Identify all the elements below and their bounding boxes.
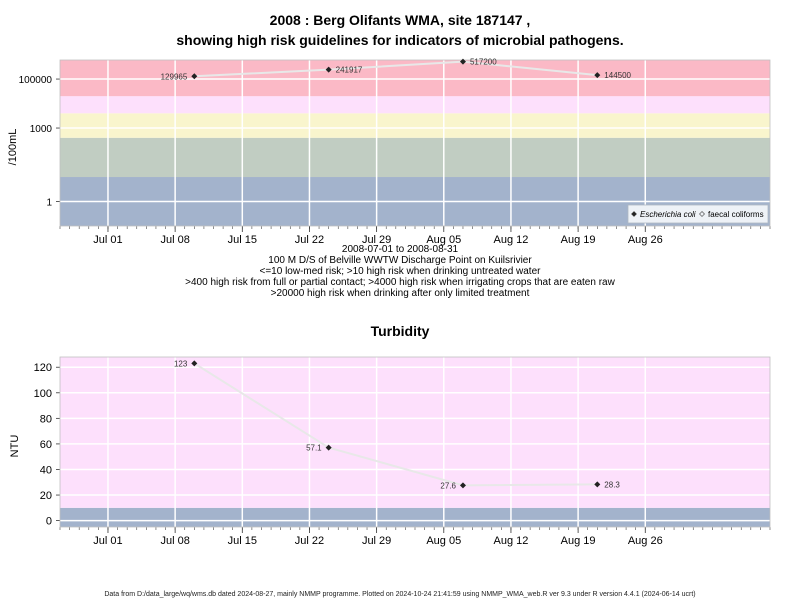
data-label: 241917 (336, 66, 363, 75)
chart-subtitle-0: showing high risk guidelines for indicat… (176, 32, 623, 48)
y-axis-label-1: NTU (9, 435, 21, 458)
x-tick-label: Aug 05 (426, 535, 461, 547)
data-point (459, 58, 466, 65)
risk-band-0-2 (60, 113, 770, 138)
y-axis-label-0: /100mL (7, 129, 19, 166)
risk-band-0-4 (60, 60, 770, 97)
x-tick-label: Jul 15 (228, 535, 257, 547)
plot-frame-1 (59, 356, 771, 528)
legend-entry: Escherichia coli (640, 210, 696, 219)
risk-band-1-0 (60, 507, 770, 527)
data-point (191, 360, 198, 367)
y-tick-label: 20 (40, 490, 52, 502)
x-tick-label: Jul 22 (295, 234, 324, 246)
y-tick-label: 80 (40, 413, 52, 425)
data-label: 144500 (604, 71, 631, 80)
y-tick-label: 40 (40, 464, 52, 476)
data-point (325, 66, 332, 73)
series-line-0-0 (194, 60, 598, 78)
caption-line: <=10 low-med risk; >10 high risk when dr… (260, 266, 542, 277)
legend-entry: faecal coliforms (708, 210, 764, 219)
data-point (325, 444, 332, 451)
x-tick-label: Aug 26 (628, 234, 663, 246)
data-point (459, 482, 466, 489)
x-tick-label: Aug 12 (494, 234, 529, 246)
data-label: 517200 (470, 58, 497, 67)
y-tick-label: 100000 (19, 75, 53, 86)
y-tick-label: 1 (46, 198, 52, 209)
risk-band-1-1 (60, 357, 770, 508)
x-tick-label: Jul 15 (228, 234, 257, 246)
risk-band-0-3 (60, 96, 770, 114)
x-tick-label: Jul 29 (362, 535, 391, 547)
caption-line: 2008-07-01 to 2008-08-31 (342, 244, 459, 255)
x-tick-label: Jul 01 (93, 234, 122, 246)
y-tick-label: 0 (46, 516, 52, 528)
chart-title-1: Turbidity (371, 323, 430, 339)
data-label: 129965 (161, 72, 188, 81)
caption-line: >400 high risk from full or partial cont… (185, 277, 615, 288)
x-tick-label: Aug 26 (628, 535, 663, 547)
data-point (594, 481, 601, 488)
x-tick-label: Jul 08 (160, 535, 189, 547)
legend-marker (699, 211, 705, 217)
x-tick-label: Aug 05 (426, 234, 461, 246)
plot-frame-0 (59, 59, 771, 227)
y-tick-label: 60 (40, 439, 52, 451)
x-tick-label: Jul 29 (362, 234, 391, 246)
data-point (191, 73, 198, 80)
data-label: 27.6 (440, 481, 456, 490)
data-label: 28.3 (604, 480, 620, 489)
footer-note: Data from D:/data_large/wq/wms.db dated … (104, 591, 695, 598)
legend-box (627, 204, 769, 224)
chart-title-0: 2008 : Berg Olifants WMA, site 187147 , (270, 12, 531, 28)
legend-marker (631, 211, 637, 217)
x-tick-label: Aug 19 (561, 535, 596, 547)
data-label: 57.1 (306, 444, 322, 453)
x-tick-label: Aug 12 (494, 535, 529, 547)
x-tick-label: Jul 22 (295, 535, 324, 547)
risk-band-0-1 (60, 137, 770, 178)
caption-line: 100 M D/S of Belville WWTW Discharge Poi… (268, 255, 532, 266)
data-point (594, 72, 601, 79)
x-tick-label: Jul 01 (93, 535, 122, 547)
data-label: 123 (174, 359, 188, 368)
series-line-1-0 (193, 362, 598, 487)
y-tick-label: 1000 (30, 124, 53, 135)
y-tick-label: 120 (34, 362, 52, 374)
x-tick-label: Aug 19 (561, 234, 596, 246)
x-tick-label: Jul 08 (160, 234, 189, 246)
y-tick-label: 100 (34, 388, 52, 400)
caption-line: >20000 high risk when drinking after onl… (271, 288, 530, 299)
